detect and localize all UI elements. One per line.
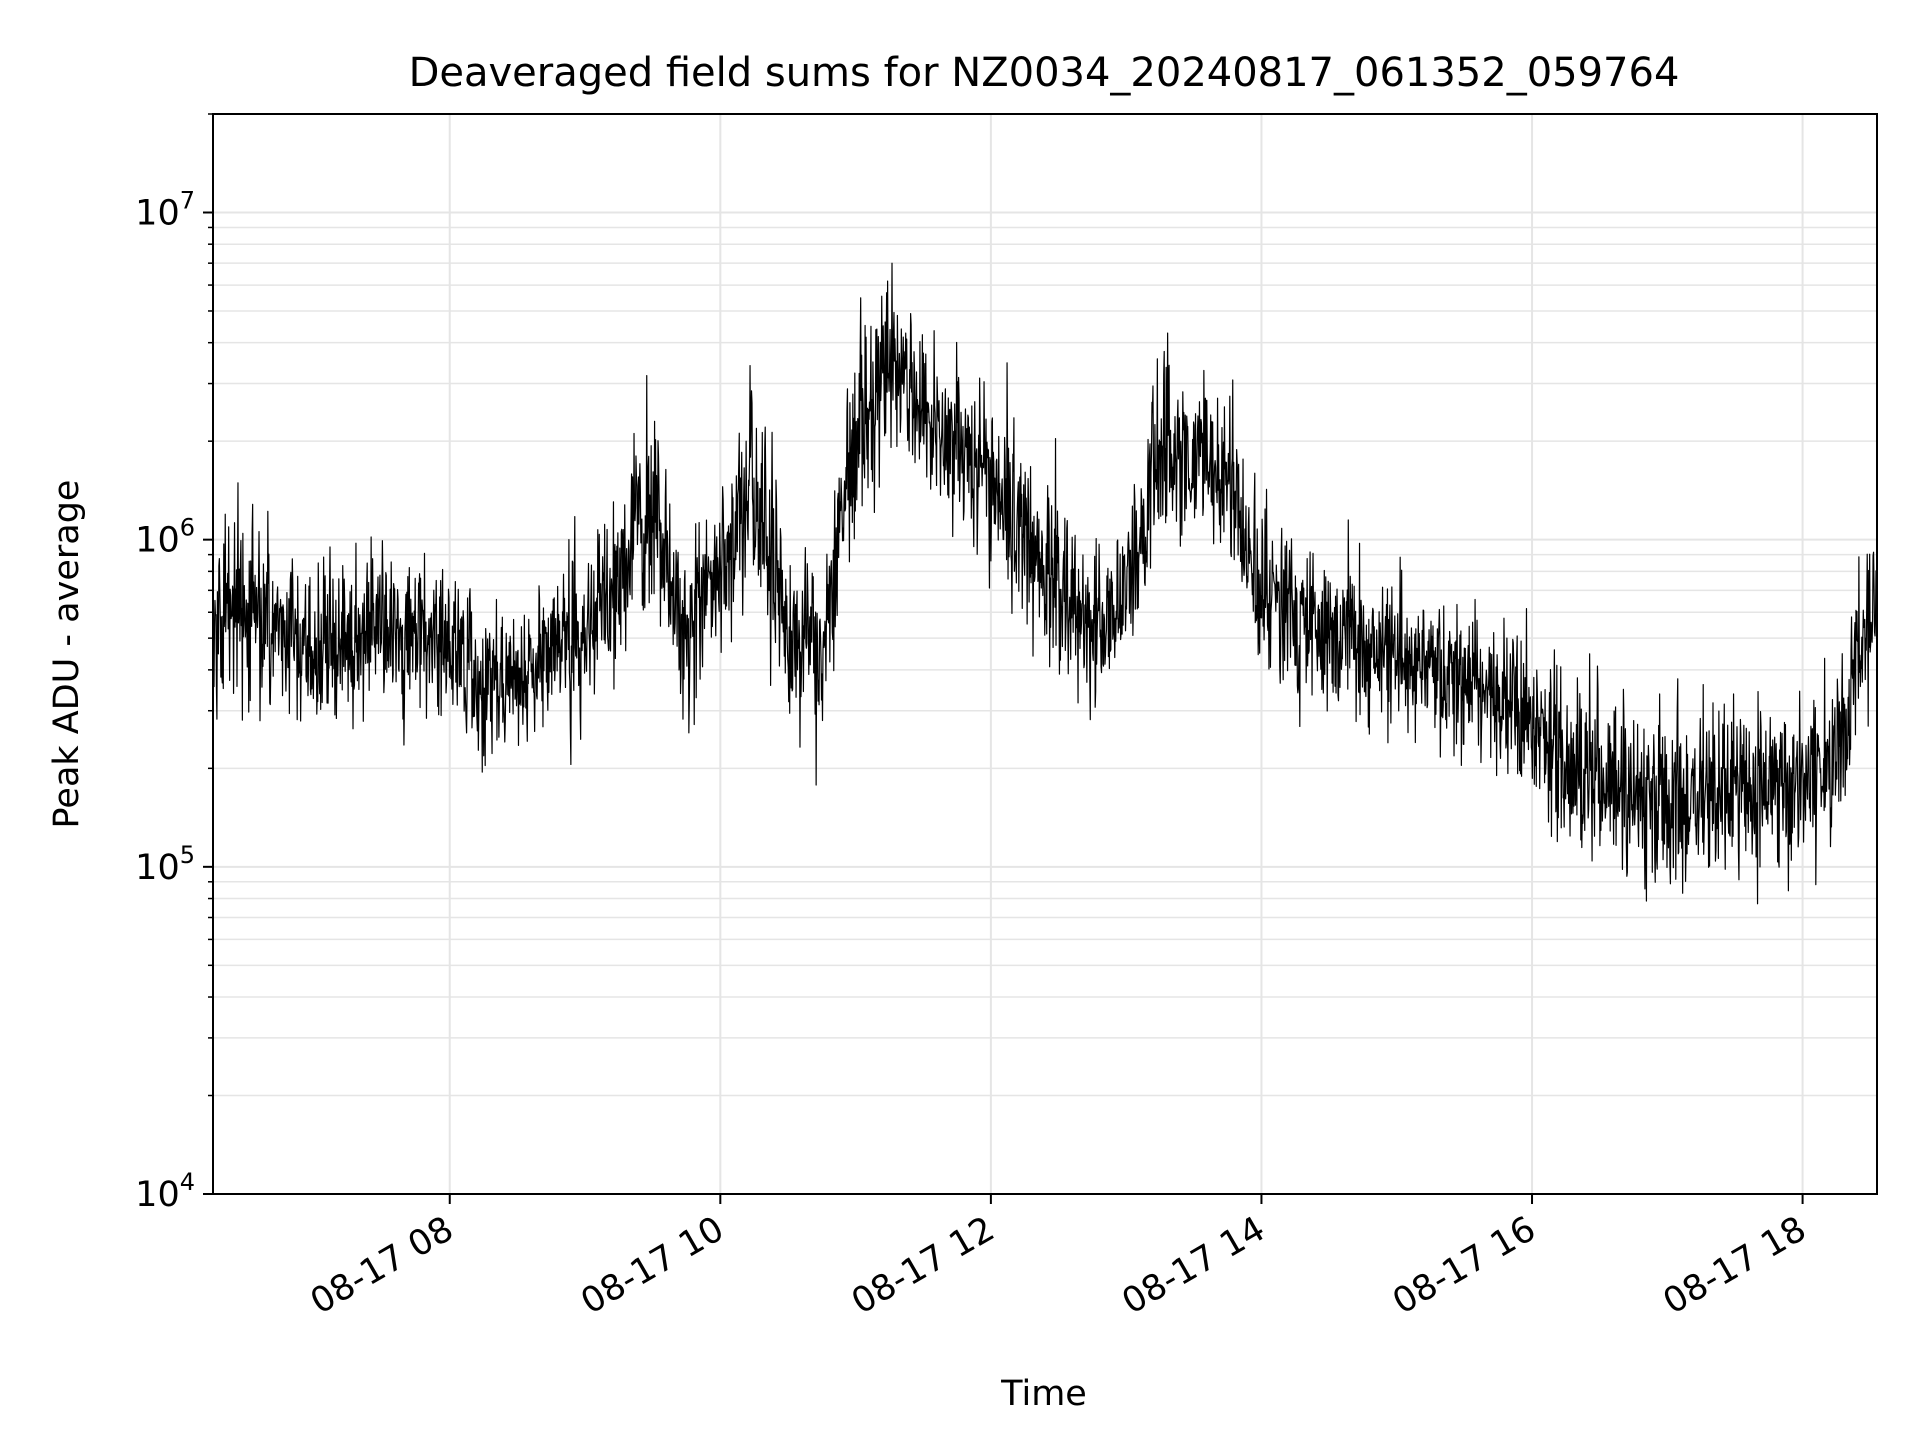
y-tick-label: 107: [135, 186, 195, 233]
x-axis-label: Time: [1000, 1374, 1087, 1414]
x-tick-label: 08-17 14: [1116, 1209, 1272, 1322]
series-line: [212, 262, 1878, 905]
x-tick-label: 08-17 10: [575, 1209, 731, 1322]
y-tick-label: 104: [135, 1168, 195, 1215]
grid: [213, 113, 1877, 1195]
y-tick-label: 105: [135, 841, 195, 888]
data-series: [212, 262, 1878, 905]
y-axis-label: Peak ADU - average: [47, 480, 87, 829]
x-tick-label: 08-17 08: [304, 1209, 460, 1322]
x-tick-label: 08-17 12: [845, 1209, 1001, 1322]
x-tick-label: 08-17 18: [1657, 1209, 1813, 1322]
plot-frame: [212, 113, 1878, 1195]
y-tick-label: 106: [135, 514, 195, 561]
x-tick-label: 08-17 16: [1386, 1209, 1542, 1322]
chart-title: Deaveraged field sums for NZ0034_2024081…: [409, 50, 1680, 96]
